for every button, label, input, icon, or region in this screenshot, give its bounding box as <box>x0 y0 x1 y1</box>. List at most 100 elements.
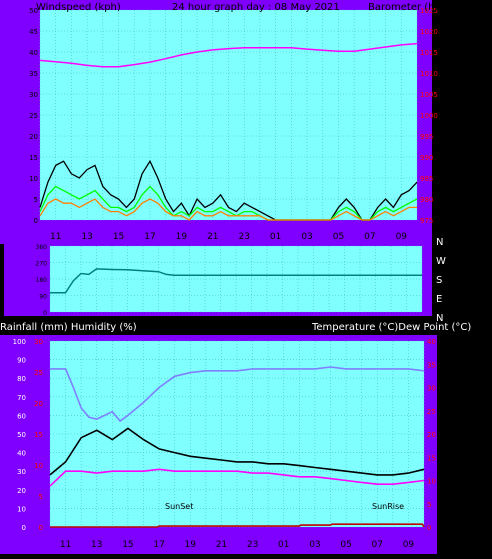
wind-ylabel-right: Barometer (hpa) <box>368 2 451 13</box>
wind-y-tick-label-right: 1020 <box>420 28 438 36</box>
weather-y-tick-label-right: 5 <box>427 501 431 509</box>
direction-series-line-0 <box>50 268 422 294</box>
weather-y-tick-label-rain: 0 <box>39 524 43 532</box>
weather-series-line-2 <box>49 468 425 487</box>
wind-y-tick-label-right: 1015 <box>420 49 438 57</box>
wind-y-tick-label-right: 1000 <box>420 112 438 120</box>
direction-y-tick-label: 270 <box>36 261 48 268</box>
wind-y-tick-label-left: 0 <box>34 217 38 225</box>
weather-y-tick-label-right: 10 <box>427 478 436 486</box>
wind-y-tick-label-right: 990 <box>420 154 433 162</box>
compass-direction-label: N <box>436 313 443 324</box>
sunrise-annotation: SunRise <box>372 502 404 511</box>
weather-x-tick-label: 17 <box>153 540 164 550</box>
direction-y-tick-label: 360 <box>36 244 48 251</box>
direction-y-tick-label: 90 <box>39 294 47 301</box>
weather-y-tick-label-rain: 15 <box>34 431 43 439</box>
weather-x-tick-label: 05 <box>340 540 351 550</box>
compass-direction-label: E <box>436 294 442 305</box>
wind-y-tick-label-left: 20 <box>29 133 38 141</box>
wind-x-tick-label: 21 <box>207 232 218 242</box>
wind-x-tick-label: 11 <box>50 232 61 242</box>
weather-y-tick-label-left: 90 <box>17 357 26 365</box>
wind-y-tick-label-left: 30 <box>29 91 38 99</box>
weather-y-tick-label-left: 100 <box>13 338 26 346</box>
wind-x-tick-label: 15 <box>113 232 124 242</box>
compass-direction-label: N <box>436 237 443 248</box>
wind-y-tick-label-left: 15 <box>29 154 38 162</box>
wind-series-line-2 <box>39 185 418 221</box>
weather-y-tick-label-left: 40 <box>17 450 26 458</box>
wind-y-tick-label-left: 35 <box>29 70 38 78</box>
weather-y-tick-label-right: 30 <box>427 385 436 393</box>
direction-y-tick-label: 0 <box>43 310 47 317</box>
weather-x-tick-label: 01 <box>278 540 289 550</box>
weather-y-tick-label-rain: 30 <box>34 338 43 346</box>
wind-x-tick-label: 13 <box>81 232 92 242</box>
wind-x-tick-label: 17 <box>144 232 155 242</box>
wind-y-tick-label-right: 1005 <box>420 91 438 99</box>
weather-y-tick-label-left: 30 <box>17 468 26 476</box>
wind-x-tick-label: 05 <box>333 232 344 242</box>
weather-y-tick-label-rain: 25 <box>34 369 43 377</box>
wind-y-tick-label-right: 975 <box>420 217 433 225</box>
wind-title: 24 hour graph day : 08 May 2021 <box>172 2 340 13</box>
wind-x-tick-label: 07 <box>364 232 375 242</box>
weather-y-tick-label-right: 0 <box>427 524 431 532</box>
direction-y-tick-label: 180 <box>36 277 48 284</box>
wind-y-tick-label-left: 10 <box>29 175 38 183</box>
wind-y-tick-label-right: 1025 <box>420 7 438 15</box>
weather-y-tick-label-left: 50 <box>17 431 26 439</box>
wind-y-tick-label-right: 985 <box>420 175 433 183</box>
weather-x-tick-label: 13 <box>91 540 102 550</box>
wind-y-tick-label-right: 995 <box>420 133 433 141</box>
weather-x-tick-label: 07 <box>372 540 383 550</box>
weather-y-tick-label-rain: 10 <box>34 462 43 470</box>
weather-series-line-3 <box>50 523 425 528</box>
wind-y-tick-label-right: 980 <box>420 196 433 204</box>
weather-ylabel-left: Rainfall (mm) Humidity (%) <box>0 322 137 333</box>
wind-x-tick-label: 09 <box>396 232 408 242</box>
wind-series-line-3 <box>39 198 417 221</box>
compass-direction-label: W <box>436 256 446 267</box>
sunset-annotation: SunSet <box>165 502 193 511</box>
wind-y-tick-label-left: 40 <box>29 49 38 57</box>
wind-x-tick-label: 03 <box>301 232 312 242</box>
wind-x-tick-label: 01 <box>270 232 281 242</box>
wind-y-tick-label-right: 1010 <box>420 70 438 78</box>
weather-y-tick-label-left: 80 <box>17 375 26 383</box>
wind-y-tick-label-left: 25 <box>29 112 38 120</box>
weather-y-tick-label-left: 20 <box>17 487 26 495</box>
wind-x-tick-label: 23 <box>238 232 249 242</box>
weather-y-tick-label-right: 20 <box>427 431 436 439</box>
weather-y-tick-label-left: 10 <box>17 505 26 513</box>
wind-y-tick-label-left: 50 <box>29 7 38 15</box>
weather-x-tick-label: 09 <box>403 540 415 550</box>
weather-y-tick-label-rain: 5 <box>39 493 43 501</box>
weather-y-tick-label-right: 25 <box>427 408 436 416</box>
weather-x-tick-label: 21 <box>216 540 227 550</box>
weather-y-tick-label-right: 35 <box>427 361 436 369</box>
wind-series-line-1 <box>39 159 418 221</box>
wind-series-line-0 <box>39 42 418 68</box>
weather-x-tick-label: 23 <box>247 540 258 550</box>
weather-ylabel-right: Temperature (°C)Dew Point (°C) <box>311 322 471 333</box>
compass-direction-label: S <box>436 275 442 286</box>
wind-x-tick-label: 19 <box>176 232 188 242</box>
wind-y-tick-label-left: 45 <box>29 28 38 36</box>
wind-y-tick-label-left: 5 <box>34 196 38 204</box>
weather-y-tick-label-left: 0 <box>22 524 26 532</box>
weather-y-tick-label-left: 70 <box>17 394 26 402</box>
weather-y-tick-label-right: 15 <box>427 454 436 462</box>
weather-y-tick-label-right: 40 <box>427 338 436 346</box>
weather-x-tick-label: 03 <box>309 540 320 550</box>
weather-series-line-0 <box>50 366 425 423</box>
weather-y-tick-label-rain: 20 <box>34 400 43 408</box>
wind-ylabel-left: Windspeed (kph) <box>36 2 121 13</box>
weather-x-tick-label: 11 <box>60 540 71 550</box>
weather-series-line-1 <box>49 427 425 476</box>
weather-x-tick-label: 15 <box>122 540 133 550</box>
weather-y-tick-label-left: 60 <box>17 412 26 420</box>
weather-x-tick-label: 19 <box>185 540 197 550</box>
